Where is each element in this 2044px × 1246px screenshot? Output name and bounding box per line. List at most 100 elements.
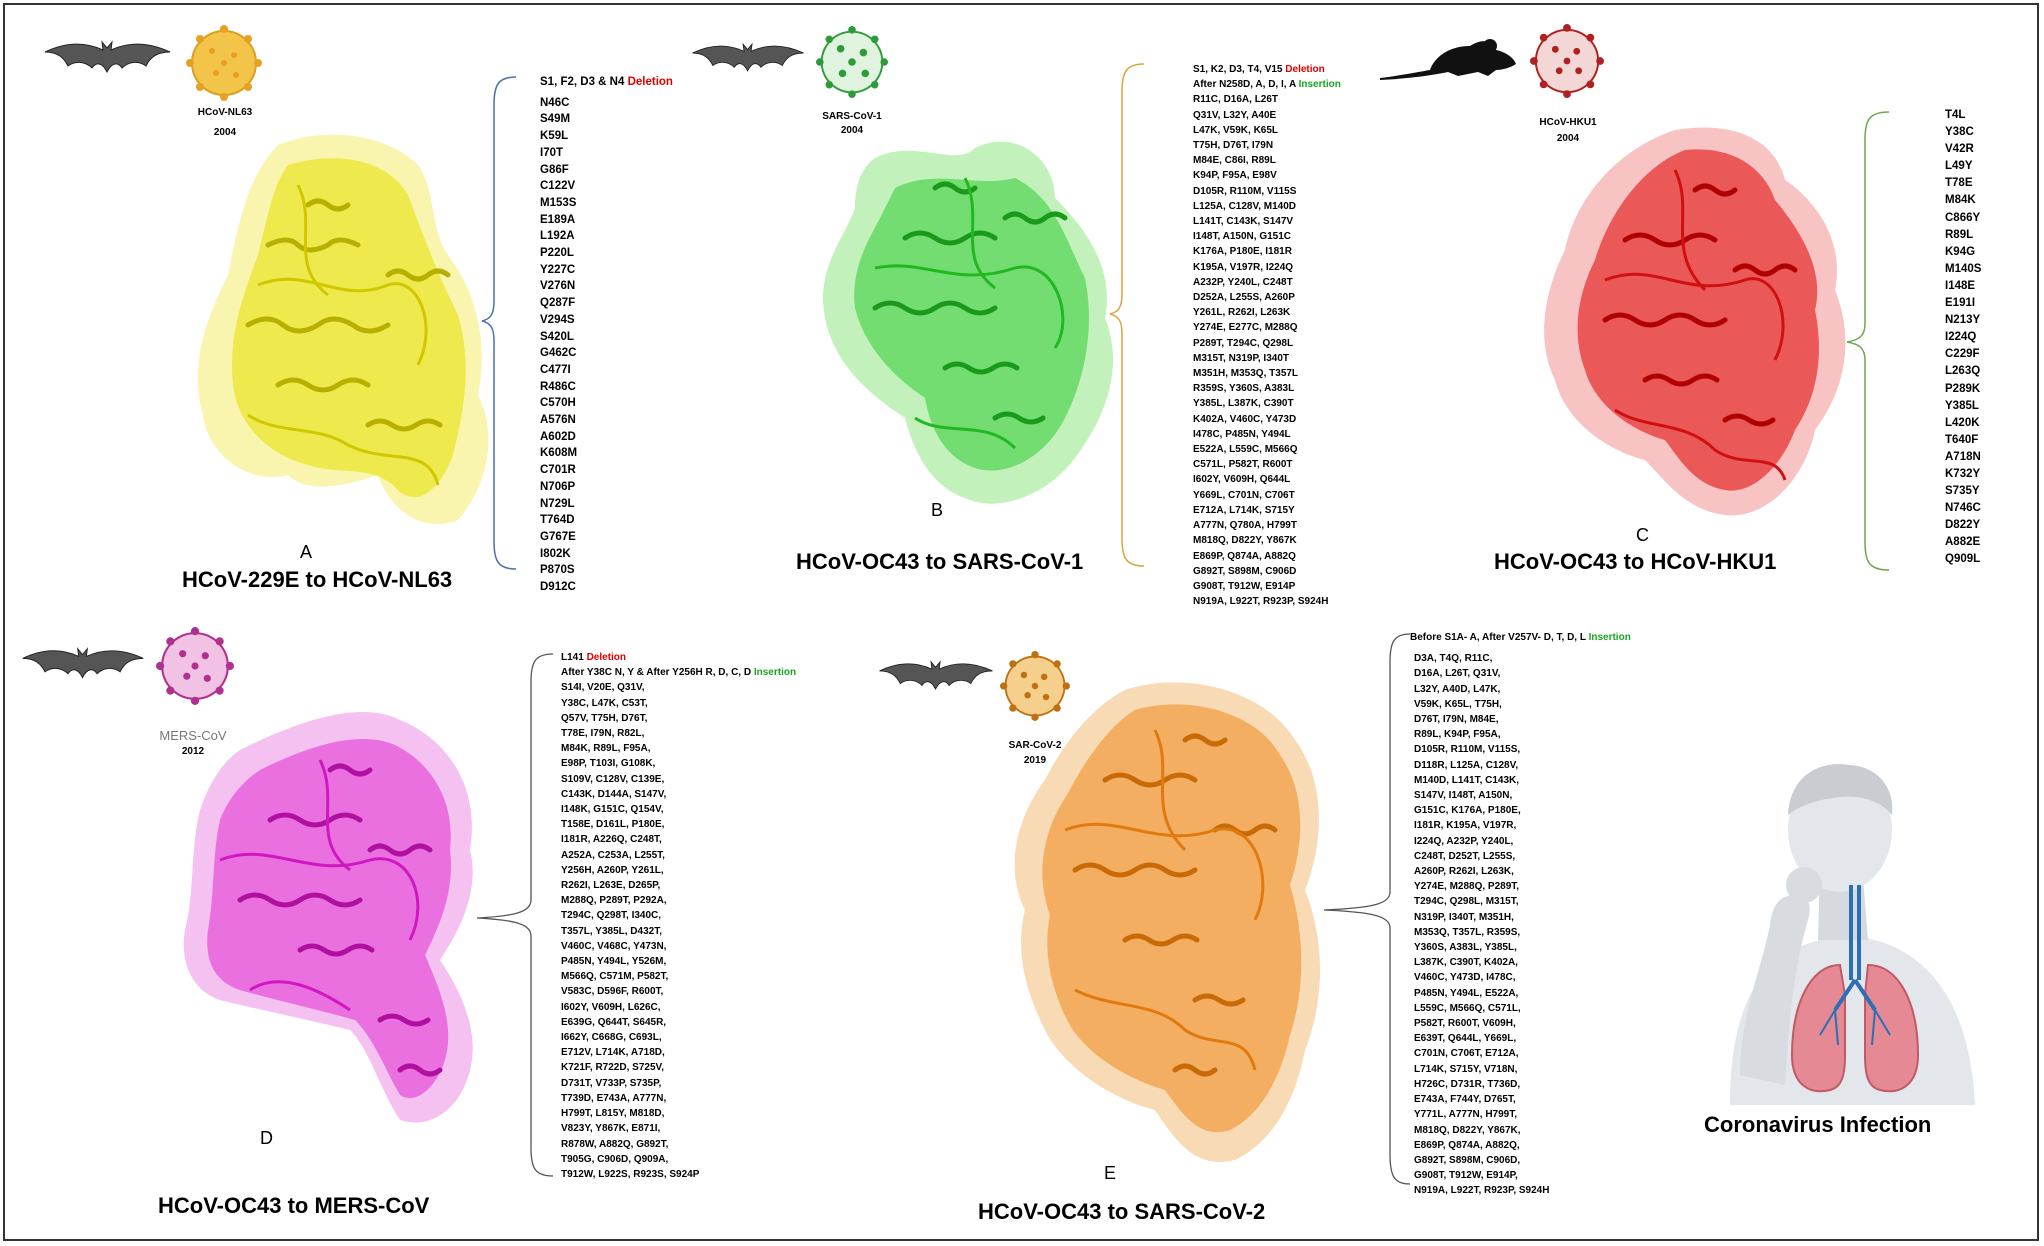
mutation-entry: Y274E, M288Q, P289T,	[1414, 881, 1520, 893]
mouse-icon	[1380, 39, 1516, 80]
mutation-entry: I224Q, A232P, Y240L,	[1414, 835, 1514, 847]
mutation-entry: D105R, R110M, V115S,	[1414, 744, 1521, 756]
mutation-list: S1, K2, D3, T4, V15 Deletion After N258D…	[1193, 62, 1341, 609]
mutation-entry: E191I	[1945, 297, 1976, 310]
mutation-list: S1, F2, D3 & N4 Deletion N46C S49M K59L I70…	[540, 74, 673, 596]
deletion-note: S1, F2, D3 & N4 Deletion	[540, 76, 673, 88]
bat-icon	[22, 647, 144, 679]
mutation-entry: L47K, V59K, K65L	[1193, 124, 1279, 136]
mutation-entry: E869P, Q874A, A882Q,	[1414, 1139, 1520, 1151]
mutation-entry: T912W, L922S, R923S, S924P	[561, 1168, 700, 1180]
mutation-entry: V42R	[1945, 143, 1974, 156]
virus-year: 2012	[181, 746, 205, 757]
mutation-entry: I181R, A226Q, C248T,	[561, 834, 662, 846]
mutation-entry: I148T, A150N, G151C	[1193, 231, 1292, 243]
panel-title: HCoV-229E to HCoV-NL63	[182, 567, 453, 592]
bracket	[1323, 633, 1411, 1185]
mutation-entry: D252A, L255S, A260P	[1193, 292, 1295, 304]
mutation-entry: Q31V, L32Y, A40E	[1193, 109, 1277, 121]
mutation-entry: N729L	[540, 497, 575, 510]
mutation-entry: P485N, Y494L, Y526M,	[561, 956, 667, 968]
mutation-entry: Y256H, A260P, Y261L,	[561, 864, 664, 876]
mutation-entry: T78E, I79N, R82L,	[561, 728, 645, 740]
virus-year: 2004	[840, 125, 864, 136]
mutation-entry: H799T, L815Y, M818D,	[561, 1108, 665, 1120]
mutation-entry: V460C, Y473D, I478C,	[1414, 972, 1516, 984]
mutation-entry: L125A, C128V, M140D	[1193, 200, 1297, 212]
panel-letter: B	[931, 500, 944, 520]
mutation-entry: E98P, T103I, G108K,	[561, 758, 656, 770]
virus-icon	[156, 627, 234, 705]
mutation-entry: N46C	[540, 96, 570, 109]
mutation-entry: V276N	[540, 280, 576, 293]
mutation-entry: I802K	[540, 547, 571, 560]
mutation-list: L141 Deletion After Y38C N, Y & After Y2…	[561, 650, 796, 1182]
mutation-entry: Y385L	[1945, 399, 1979, 412]
mutation-entry: R11C, D16A, L26T	[1193, 94, 1279, 106]
mutation-entry: M818Q, D822Y, Y867K,	[1414, 1124, 1521, 1136]
mutation-entry: R89L	[1945, 228, 1974, 241]
virus-name: HCoV-NL63	[197, 107, 253, 118]
virus-name: SAR-CoV-2	[1008, 740, 1062, 751]
mutation-entry: R486C	[540, 380, 576, 393]
mutation-entry: P870S	[540, 564, 575, 577]
mutation-entry: D105R, R110M, V115S	[1193, 185, 1297, 197]
mutation-entry: I148K, G151C, Q154V,	[561, 804, 664, 816]
mutation-entry: I70T	[540, 146, 564, 159]
mutation-entry: D3A, T4Q, R11C,	[1414, 653, 1493, 665]
bat-icon	[879, 660, 993, 690]
mutation-entry: C570H	[540, 397, 576, 410]
mutation-entry: S735Y	[1945, 485, 1980, 498]
virus-icon	[816, 26, 888, 98]
mutation-entry: I224Q	[1945, 331, 1977, 344]
mutation-entry: C477I	[540, 363, 571, 376]
mutation-entry: M351H, M353Q, T357L	[1193, 368, 1299, 380]
protein-structure	[183, 711, 473, 1123]
bracket	[1109, 63, 1145, 567]
mutation-entry: G908T, T912W, E914P	[1193, 580, 1296, 592]
mutation-entry: T4L	[1945, 109, 1966, 121]
mutation-entry: N919A, L922T, R923P, S924H	[1193, 596, 1329, 608]
virus-icon	[1000, 651, 1070, 721]
mutation-entry: L141T, C143K, S147V	[1193, 216, 1294, 228]
bracket	[481, 76, 517, 570]
mutation-entry: C248T, D252T, L255S,	[1414, 850, 1516, 862]
deletion-note: L141 Deletion	[561, 652, 627, 663]
mutation-entry: Y360S, A383L, Y385L,	[1414, 942, 1517, 954]
mutation-entry: C143K, D144A, S147V,	[561, 788, 667, 800]
panel-title: HCoV-OC43 to SARS-CoV-1	[796, 549, 1084, 574]
mutation-entry: N213Y	[1945, 314, 1981, 327]
mutation-entry: M84K, R89L, F95A,	[561, 743, 651, 755]
mutation-entry: Q909L	[1945, 553, 1981, 566]
mutation-entry: N319P, I340T, M351H,	[1414, 911, 1514, 923]
mutation-entry: L263Q	[1945, 365, 1981, 378]
mutation-entry: Y227C	[540, 263, 576, 276]
mutation-entry: S109V, C128V, C139E,	[561, 773, 665, 785]
mutation-entry: L387K, C390T, K402A,	[1414, 957, 1518, 969]
protein-structure	[1014, 682, 1320, 1162]
mutation-entry: K721F, R722D, S725V,	[561, 1062, 665, 1074]
virus-icon	[186, 25, 262, 101]
mutation-entry: Y261L, R262I, L263K	[1193, 307, 1291, 319]
mutation-entry: K608M	[540, 447, 578, 460]
mutation-entry: R878W, A882Q, G892T,	[561, 1138, 669, 1150]
human-lungs-icon	[1730, 764, 1975, 1105]
mutation-entry: Q57V, T75H, D76T,	[561, 712, 648, 724]
mutation-entry: D16A, L26T, Q31V,	[1414, 668, 1501, 680]
figure-frame	[3, 3, 2039, 1241]
mutation-entry: V460C, V468C, Y473N,	[561, 940, 667, 952]
mutation-entry: M566Q, C571M, P582T,	[561, 971, 669, 983]
mutation-entry: M140S	[1945, 262, 1982, 275]
mutation-entry: Y771L, A777N, H799T,	[1414, 1109, 1518, 1121]
mutation-entry: I602Y, V609H, L626C,	[561, 1001, 661, 1013]
mutation-entry: T357L, Y385L, D432T,	[561, 925, 662, 937]
mutation-entry: A260P, R262I, L263K,	[1414, 866, 1514, 878]
mutation-entry: D822Y	[1945, 519, 1981, 532]
mutation-entry: V294S	[540, 313, 575, 326]
mutation-entry: C701N, C706T, E712A,	[1414, 1048, 1519, 1060]
mutation-entry: I181R, K195A, V197R,	[1414, 820, 1517, 832]
mutation-entry: T158E, D161L, P180E,	[561, 819, 665, 831]
mutation-entry: E639G, Q644T, S645R,	[561, 1016, 667, 1028]
virus-year: 2004	[213, 127, 237, 138]
mutation-list: T4L Y38C V42R L49Y T78E M84K C866Y R89L K94G M140…	[1945, 107, 1981, 569]
